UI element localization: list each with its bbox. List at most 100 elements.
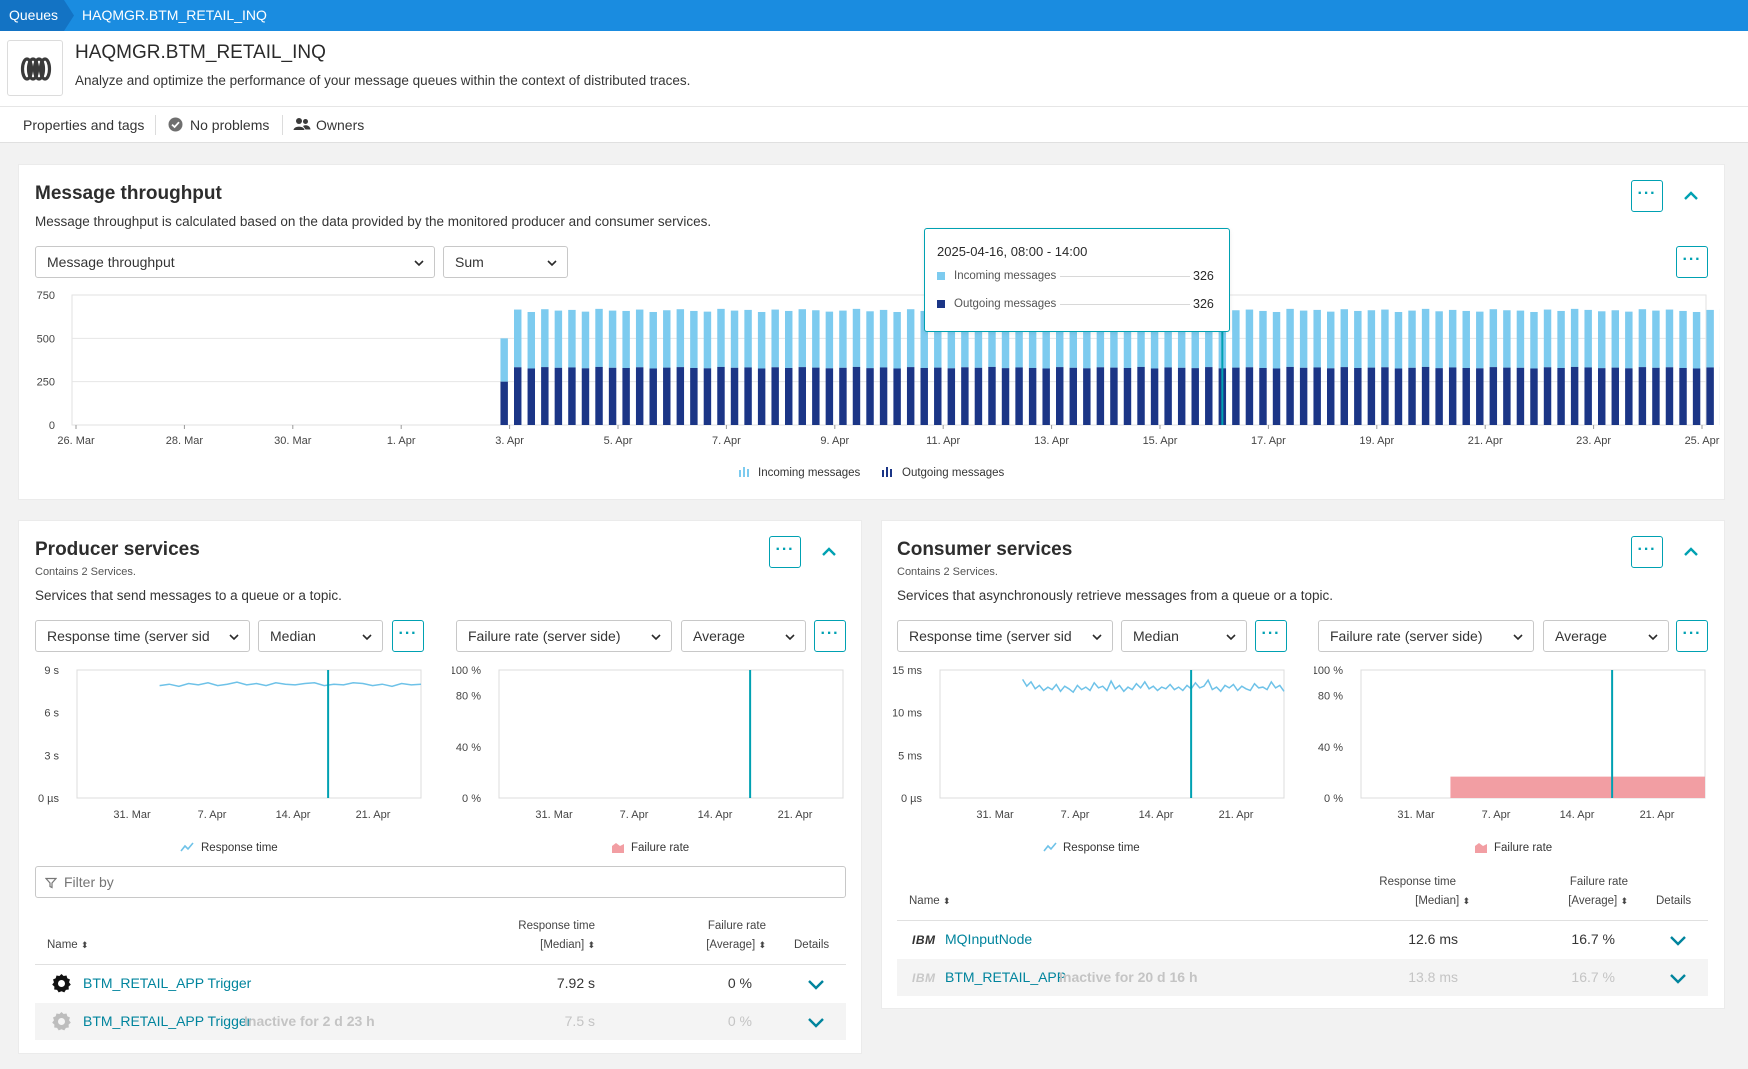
collapse-chevron-icon[interactable]: [817, 540, 841, 564]
incoming-bar: [703, 311, 712, 369]
consumer-col-rt[interactable]: Response time: [1379, 876, 1456, 888]
outgoing-bar: [1381, 367, 1389, 425]
consumer-row-rt: 12.6 ms: [1408, 931, 1458, 947]
tooltip-time: 2025-04-16, 08:00 - 14:00: [937, 244, 1088, 259]
aggregation-select[interactable]: Sum: [443, 246, 568, 278]
producer-col-rt-sub: [Median] ⬍: [495, 939, 595, 951]
metric-select[interactable]: Message throughput: [35, 246, 435, 278]
consumer-more-button[interactable]: ···: [1631, 536, 1663, 568]
y-tick-label: 500: [37, 333, 55, 345]
producer-service-link[interactable]: BTM_RETAIL_APP Trigger: [83, 975, 252, 991]
expand-chevron-icon[interactable]: [1669, 971, 1687, 984]
outgoing-bar: [1205, 367, 1213, 425]
consumer-col-fr[interactable]: Failure rate: [1569, 876, 1628, 888]
incoming-bar: [568, 309, 576, 368]
expand-chevron-icon[interactable]: [1669, 933, 1687, 946]
incoming-bar: [1205, 309, 1213, 368]
consumer-rt-select[interactable]: Response time (server sid: [897, 620, 1113, 652]
filter-input[interactable]: [64, 869, 824, 895]
producer-response-time-chart[interactable]: 9 s 6 s 3 s 0 µs 31. Mar 7. Apr 14. Apr 21. Apr: [30, 660, 430, 825]
incoming-bar: [1137, 308, 1145, 367]
consumer-col-name[interactable]: Name ⬍: [909, 895, 950, 907]
producer-col-fr[interactable]: Failure rate: [707, 920, 766, 932]
consumer-failure-rate-chart[interactable]: 100 % 80 % 40 % 0 % 31. Mar 7. Apr 14. Apr 21. …: [1314, 660, 1714, 825]
consumer-fr-legend[interactable]: Failure rate: [1494, 842, 1553, 854]
incoming-bar: [744, 309, 752, 368]
incoming-bar: [1598, 311, 1606, 369]
col-fr-sub-label: [Average]: [1568, 895, 1618, 907]
expand-chevron-icon[interactable]: [807, 1015, 825, 1028]
producer-service-link[interactable]: BTM_RETAIL_APP Trigger: [83, 1013, 252, 1029]
legend-incoming[interactable]: Incoming messages: [758, 467, 861, 479]
legend-outgoing[interactable]: Outgoing messages: [902, 467, 1005, 479]
producer-col-rt[interactable]: Response time: [518, 920, 595, 932]
consumer-rt-select-value: Response time (server sid: [909, 628, 1072, 644]
incoming-bar: [581, 311, 590, 369]
properties-tags-link[interactable]: Properties and tags: [23, 117, 145, 133]
y-tick-label: 0: [49, 420, 55, 432]
chevron-down-icon: [229, 634, 239, 641]
producer-col-name[interactable]: Name ⬍: [47, 939, 88, 951]
y-tick-label: 0 µs: [901, 793, 923, 805]
outgoing-bar: [1245, 367, 1254, 425]
breadcrumb-queues[interactable]: Queues: [0, 0, 74, 31]
incoming-bar: [541, 309, 549, 368]
consumer-rt-agg-select[interactable]: Median: [1121, 620, 1247, 652]
x-tick-label: 13. Apr: [1034, 435, 1069, 447]
tooltip-outgoing-label: Outgoing messages: [954, 298, 1057, 310]
gear-service-icon: [51, 1011, 72, 1032]
outgoing-bar: [1001, 368, 1010, 425]
consumer-rt-legend[interactable]: Response time: [1063, 842, 1140, 854]
throughput-more-button[interactable]: ···: [1631, 180, 1663, 212]
tooltip-leader: [1060, 276, 1190, 277]
owners-icon: [293, 117, 311, 131]
outgoing-bar: [988, 366, 996, 425]
producer-more-button[interactable]: ···: [769, 536, 801, 568]
outgoing-bar: [1137, 366, 1145, 425]
producer-rt-legend[interactable]: Response time: [201, 842, 278, 854]
producer-rt-more-button[interactable]: ···: [392, 620, 424, 652]
no-problems-link[interactable]: No problems: [190, 117, 270, 133]
consumer-rt-more-button[interactable]: ···: [1255, 620, 1287, 652]
consumer-fr-agg-select[interactable]: Average: [1543, 620, 1669, 652]
producer-fr-select[interactable]: Failure rate (server side): [456, 620, 672, 652]
consumer-service-link[interactable]: BTM_RETAIL_APP: [945, 969, 1067, 985]
tooltip-incoming-value: 326: [1193, 269, 1214, 283]
outgoing-bar: [744, 367, 752, 425]
consumer-fr-select[interactable]: Failure rate (server side): [1318, 620, 1534, 652]
x-tick-label: 26. Mar: [57, 435, 95, 447]
x-tick-label: 1. Apr: [387, 435, 416, 447]
incoming-bar: [920, 310, 928, 368]
owners-link[interactable]: Owners: [316, 117, 365, 133]
producer-fr-agg-select[interactable]: Average: [681, 620, 806, 652]
consumer-fr-select-value: Failure rate (server side): [1330, 628, 1483, 644]
consumer-fr-more-button[interactable]: ···: [1676, 620, 1708, 652]
col-rt-sub-label: [Median]: [540, 939, 585, 951]
producer-failure-rate-chart[interactable]: 100 % 80 % 40 % 0 % 31. Mar 7. Apr 14. Apr 21. …: [452, 660, 852, 825]
x-tick-label: 7. Apr: [1061, 809, 1090, 821]
outgoing-bar: [1354, 367, 1362, 425]
collapse-chevron-icon[interactable]: [1679, 184, 1703, 208]
incoming-bar: [1177, 310, 1186, 368]
breadcrumb-bar: [0, 0, 1748, 31]
consumer-response-time-chart[interactable]: 15 ms 10 ms 5 ms 0 µs 31. Mar 7. Apr 14. Apr 21…: [893, 660, 1293, 825]
expand-chevron-icon[interactable]: [807, 977, 825, 990]
chart-more-button[interactable]: ···: [1676, 246, 1708, 278]
producer-fr-legend[interactable]: Failure rate: [631, 842, 690, 854]
consumer-service-link[interactable]: MQInputNode: [945, 931, 1033, 947]
producer-rt-select[interactable]: Response time (server sid: [35, 620, 250, 652]
incoming-bar: [1286, 308, 1294, 367]
y-tick-label: 6 s: [44, 708, 59, 720]
collapse-chevron-icon[interactable]: [1679, 540, 1703, 564]
y-tick-label: 40 %: [1318, 742, 1343, 754]
outgoing-bar: [1638, 367, 1647, 425]
outgoing-bar: [1448, 367, 1457, 425]
incoming-bar: [500, 338, 508, 382]
producer-rt-agg-select[interactable]: Median: [258, 620, 383, 652]
producer-fr-more-button[interactable]: ···: [814, 620, 846, 652]
incoming-bar: [1543, 309, 1552, 368]
producer-row-fr: 0 %: [727, 975, 752, 991]
throughput-chart[interactable]: 750 500 250 026. Mar 28. Mar 30. Mar 1. Apr 3. …: [30, 285, 1720, 455]
plot-area: [76, 669, 422, 799]
sort-icon: ⬍: [942, 896, 951, 906]
